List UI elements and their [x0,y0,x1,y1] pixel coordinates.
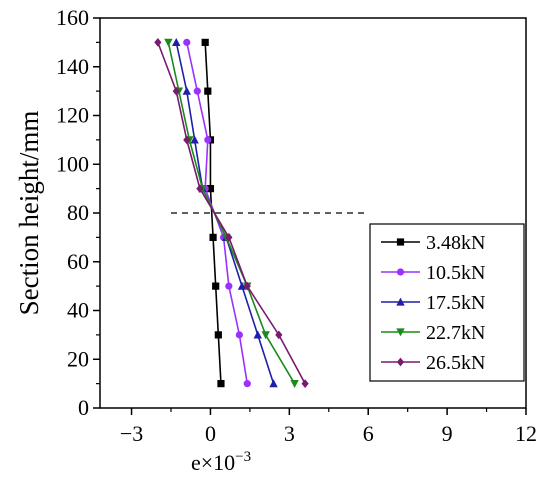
data-point [225,232,233,242]
data-point [235,331,243,339]
data-point [182,86,191,95]
data-point [290,380,299,389]
x-tick-label: 3 [284,421,295,446]
data-point [196,184,204,194]
data-point [269,379,278,388]
data-point [212,282,220,290]
data-point [183,135,191,145]
series-line [204,42,222,384]
legend-label: 17.5kN [426,292,485,314]
legend-marker [396,268,405,276]
y-axis-title: Section height/mm [14,111,44,316]
legend-label: 22.7kN [426,322,485,344]
x-tick-label: 6 [363,421,374,446]
legend-marker [396,238,405,246]
y-tick-label: 40 [67,298,89,323]
data-point [237,281,247,290]
series-line [175,42,275,384]
series-layer [154,37,309,389]
y-tick-label: 100 [56,151,89,176]
y-tick-label: 60 [67,249,89,274]
y-tick-label: 20 [67,346,89,371]
y-tick-label: 80 [67,200,89,225]
x-tick-label: 0 [205,421,216,446]
data-point [261,331,270,340]
data-point [204,87,212,95]
legend-marker [396,328,405,337]
series-26.5kN [154,37,309,389]
data-point [214,331,222,339]
data-point [217,380,225,388]
y-tick-label: 0 [78,395,89,420]
data-point [301,379,309,389]
data-point [204,136,212,144]
data-point [225,282,233,290]
data-point [183,38,191,46]
legend-label: 10.5kN [426,262,485,284]
x-axis-title-base: e×10 [191,450,235,475]
y-tick-label: 160 [56,5,89,30]
data-point [201,38,209,46]
y-tick-label: 140 [56,54,89,79]
data-point [164,38,173,47]
data-point [253,330,262,339]
y-tick-label: 120 [56,103,89,128]
legend-label: 3.48kN [426,232,485,254]
data-point [243,281,251,291]
x-tick-label: −3 [120,421,143,446]
series-line [157,42,306,385]
data-point [154,37,162,47]
data-point [193,87,201,95]
legend-label: 26.5kN [426,352,485,374]
legend: 3.48kN 10.5kN 17.5kN 22.7kN 26.5kN [369,223,525,382]
data-point [275,330,283,340]
data-point [190,135,199,144]
legend-marker [396,357,405,367]
data-point [209,233,217,241]
data-point [172,37,181,46]
x-axis-title: e×10−3 [191,449,251,475]
x-tick-label: 12 [515,421,537,446]
data-point [172,86,180,96]
data-point [243,380,251,388]
legend-marker [396,297,405,306]
data-point [206,185,215,193]
x-axis-title-exponent: −3 [235,449,251,465]
x-tick-label: 9 [442,421,453,446]
